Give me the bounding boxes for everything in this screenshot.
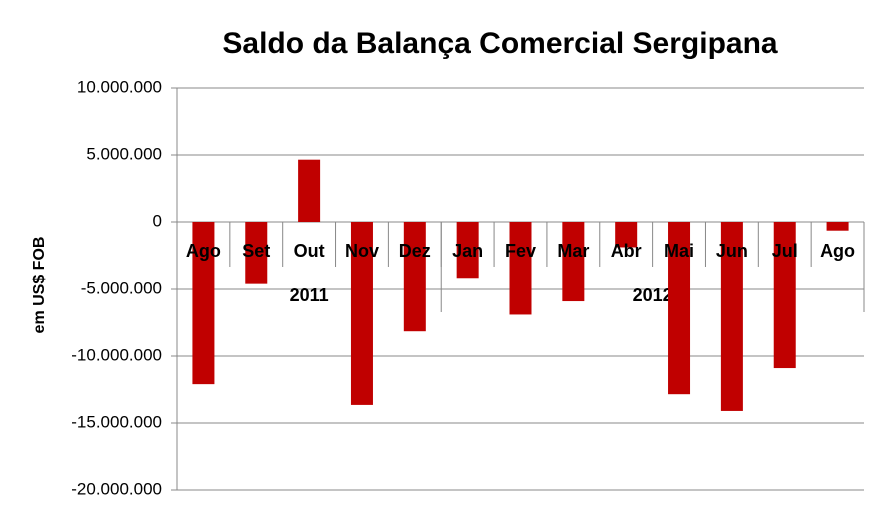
group-label: 2011 (290, 285, 329, 305)
y-tick-label: 5.000.000 (86, 144, 162, 163)
x-tick-label: Out (294, 241, 325, 261)
x-tick-label: Mai (664, 241, 694, 261)
bar (562, 222, 585, 302)
y-tick-label: 0 (153, 211, 162, 230)
bar (350, 222, 373, 405)
bar (720, 222, 743, 411)
x-tick-label: Dez (399, 241, 431, 261)
y-tick-label: 10.000.000 (77, 77, 162, 96)
x-tick-label: Nov (345, 241, 379, 261)
x-tick-label: Fev (505, 241, 536, 261)
y-axis-label: em US$ FOB (31, 237, 48, 334)
bar (192, 222, 215, 385)
bar (509, 222, 532, 315)
bar (826, 222, 849, 231)
bar (615, 222, 638, 248)
bar (403, 222, 426, 332)
bar (245, 222, 268, 284)
x-tick-label: Abr (611, 241, 642, 261)
x-tick-label: Ago (186, 241, 221, 261)
y-tick-label: -10.000.000 (71, 345, 162, 364)
x-tick-label: Ago (820, 241, 855, 261)
y-tick-label: -15.000.000 (71, 412, 162, 431)
bar (668, 222, 691, 395)
x-tick-label: Jul (772, 241, 798, 261)
bar (456, 222, 479, 279)
x-tick-label: Mar (557, 241, 589, 261)
bar (298, 159, 321, 222)
group-label: 2012 (633, 285, 673, 305)
x-tick-label: Set (242, 241, 270, 261)
y-tick-label: -20.000.000 (71, 479, 162, 498)
x-tick-label: Jun (716, 241, 748, 261)
y-tick-label: -5.000.000 (81, 278, 162, 297)
chart-title: Saldo da Balança Comercial Sergipana (222, 27, 778, 60)
x-tick-label: Jan (452, 241, 483, 261)
bar (773, 222, 796, 369)
